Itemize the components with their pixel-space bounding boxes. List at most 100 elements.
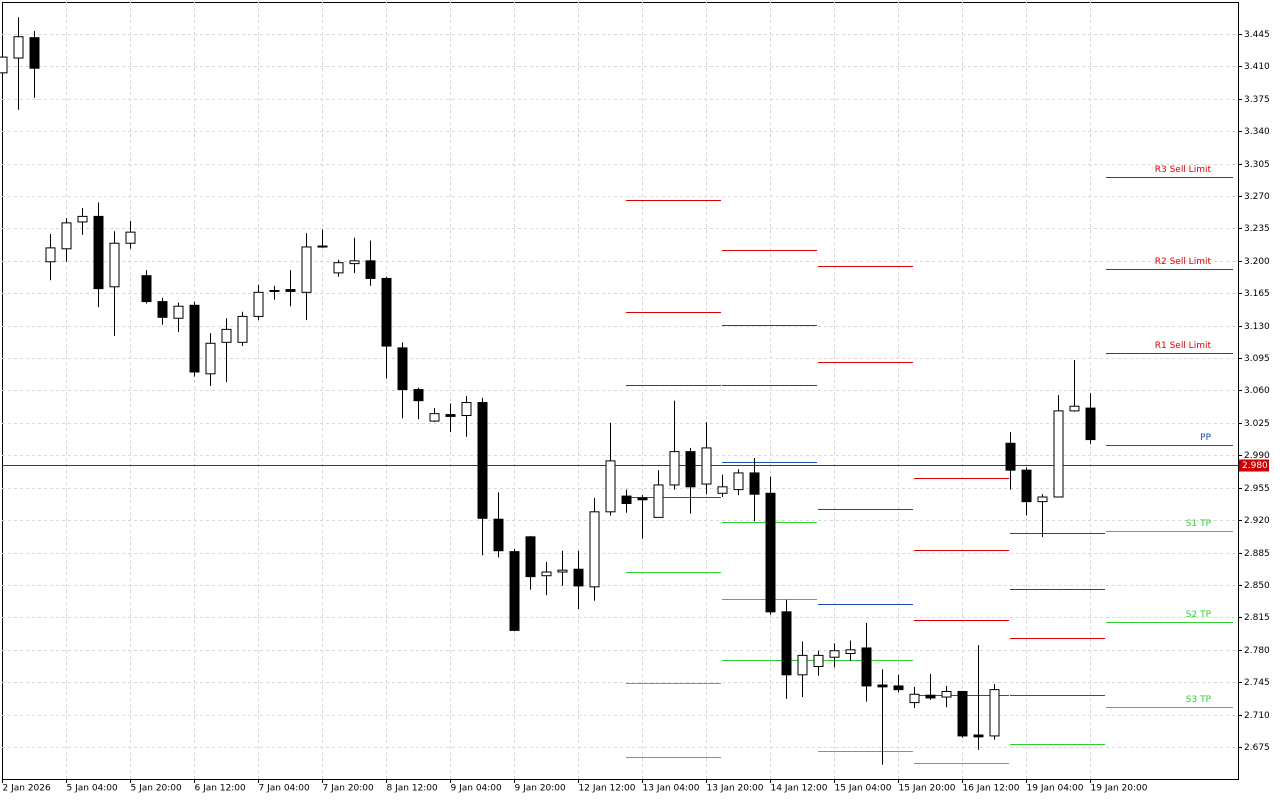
y-tick-label: 2.990 [1244,451,1270,461]
pivot-levels: R3 Sell Limit R2 Sell Limit R1 Sell Limit P… [626,165,1233,764]
y-tick-label: 3.305 [1244,160,1270,170]
x-tick-label: 13 Jan 04:00 [643,784,700,794]
candles [0,17,1096,765]
candle-body [541,571,552,577]
x-tick-label: 16 Jan 12:00 [963,784,1020,794]
candle-body [877,684,888,688]
y-tick-label: 3.130 [1244,322,1270,332]
current-price-label: 2.980 [1242,461,1268,471]
candle-body [829,650,840,658]
candle-body [1037,496,1048,503]
candle-body [205,342,216,375]
candle-body [925,694,936,699]
x-tick-label: 7 Jan 04:00 [259,784,311,794]
candle-body [477,402,488,519]
x-tick-label: 15 Jan 20:00 [899,784,956,794]
x-tick-label: 5 Jan 04:00 [67,784,119,794]
candle-body [109,242,120,288]
candle-body [429,413,440,422]
candle-body [269,289,280,292]
y-tick-label: 2.885 [1244,549,1270,559]
candle-body [381,277,392,347]
y-tick-label: 2.920 [1244,516,1270,526]
candle-body [413,389,424,402]
y-tick-label: 2.780 [1244,646,1270,656]
y-tick-label: 2.955 [1244,484,1270,494]
candle-body [653,484,664,518]
candle-body [973,734,984,738]
candle-body [285,289,296,292]
candle-body [509,551,520,631]
y-tick-label: 2.815 [1244,613,1270,623]
candle-body [493,518,504,552]
x-tick-label: 6 Jan 12:00 [195,784,247,794]
pivot-label: S3 TP [1186,695,1212,705]
y-tick-label: 3.235 [1244,224,1270,234]
candle-body [221,328,232,343]
candle-body [317,245,328,248]
x-tick-label: 9 Jan 20:00 [515,784,567,794]
pivot-label: R1 Sell Limit [1155,341,1212,351]
candle-body [1021,469,1032,503]
x-tick-label: 8 Jan 12:00 [387,784,439,794]
y-tick-label: 3.165 [1244,289,1270,299]
candle-body [125,231,136,244]
candle-body [157,301,168,318]
y-tick-label: 3.200 [1244,257,1270,267]
candle-body [29,37,40,69]
candle-body [173,305,184,319]
y-tick-label: 2.710 [1244,711,1270,721]
y-tick-label: 2.745 [1244,678,1270,688]
candle-body [253,291,264,317]
candle-body [45,247,56,263]
candle-body [365,260,376,279]
candle-body [861,647,872,687]
candle-body [797,654,808,676]
candle-body [813,654,824,667]
candle-body [525,536,536,578]
y-tick-label: 3.445 [1244,30,1270,40]
candle-body [189,304,200,373]
candle-body [93,215,104,290]
candle-body [61,222,72,250]
candle-body [669,451,680,486]
candle-body [893,685,904,691]
candle-body [1053,410,1064,498]
y-tick-label: 3.410 [1244,62,1270,72]
current-price-box [1239,459,1269,472]
candle-body [349,260,360,265]
y-tick-label: 3.060 [1244,386,1270,396]
x-tick-label: 2 Jan 2026 [3,784,51,794]
candle-body [397,347,408,391]
y-tick-label: 3.375 [1244,95,1270,105]
pivot-label: R2 Sell Limit [1155,257,1212,267]
pivot-label: S1 TP [1186,519,1212,529]
y-tick-label: 3.095 [1244,354,1270,364]
pivot-label: PP [1200,433,1211,443]
y-tick-label: 3.025 [1244,419,1270,429]
y-tick-label: 2.850 [1244,581,1270,591]
candle-body [573,568,584,587]
candle-body [717,486,728,494]
candle-body [1005,442,1016,471]
candle-body [237,315,248,343]
x-tick-label: 19 Jan 20:00 [1091,784,1148,794]
candle-body [733,472,744,491]
candle-body [781,611,792,676]
candle-body [765,492,776,613]
candle-body [589,511,600,588]
x-tick-label: 13 Jan 20:00 [707,784,764,794]
candle-body [845,649,856,655]
candle-body [1085,407,1096,441]
x-tick-label: 7 Jan 20:00 [323,784,375,794]
candle-body [941,690,952,698]
candle-body [909,693,920,704]
y-tick-label: 3.340 [1244,127,1270,137]
x-tick-label: 15 Jan 04:00 [835,784,892,794]
y-tick-label: 3.270 [1244,192,1270,202]
candle-body [749,472,760,495]
x-tick-label: 12 Jan 12:00 [579,784,636,794]
x-tick-label: 5 Jan 20:00 [131,784,183,794]
candle-body [13,36,24,59]
candle-body [445,414,456,417]
